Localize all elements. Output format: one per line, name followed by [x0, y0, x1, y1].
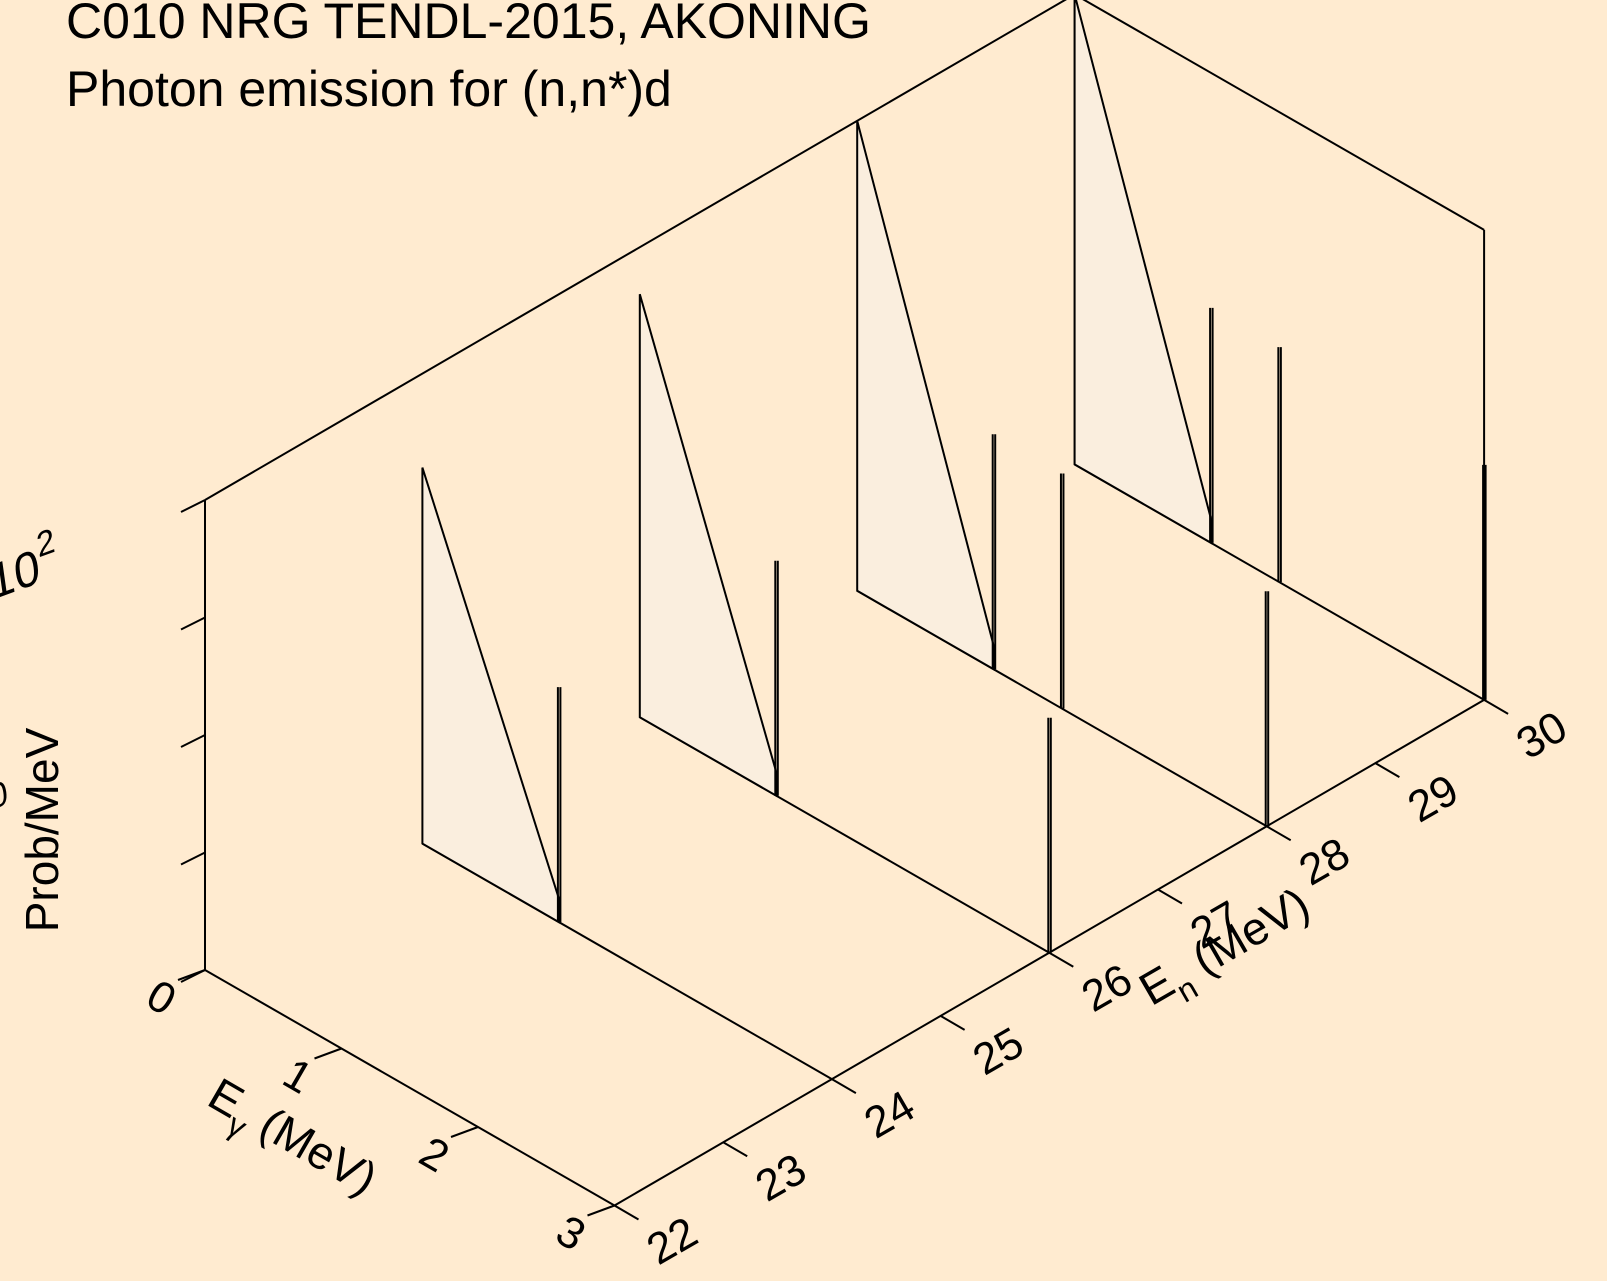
slice-en-30 — [1073, 0, 1487, 701]
axis-title-unit: (MeV) — [1172, 877, 1318, 991]
x-tick-label: 3 — [548, 1206, 594, 1261]
z-tick — [180, 734, 206, 748]
z-tick-label: 100 — [0, 773, 14, 863]
slice-en-24 — [421, 467, 833, 1080]
continuum-spectrum — [856, 120, 995, 672]
x-tick — [587, 1204, 615, 1217]
spectrum-slices — [421, 0, 1487, 1080]
axis-title-unit: (MeV) — [240, 1091, 386, 1205]
z-tick — [180, 969, 206, 983]
y-tick — [1157, 888, 1183, 905]
x-tick-label: 0 — [138, 970, 184, 1025]
y-tick — [1483, 699, 1509, 715]
z-tick — [180, 499, 206, 513]
z-tick-exponent: 0 — [0, 773, 10, 818]
box-edge-top-back — [1082, 0, 1485, 231]
box-edge-top-left — [204, 0, 1067, 501]
y-tick — [722, 1141, 748, 1158]
y-tick-label: 29 — [1400, 765, 1467, 832]
y-tick — [831, 1078, 857, 1094]
slice-en-26 — [638, 293, 1052, 954]
x-tick-label: 2 — [411, 1127, 457, 1182]
y-tick-label: 30 — [1508, 702, 1575, 769]
axis-labels: Eγ (MeV)En (MeV)Prob/MeV — [16, 727, 1318, 1205]
y-tick — [1266, 825, 1292, 842]
y-tick-label: 22 — [639, 1208, 706, 1275]
y-tick-label: 24 — [856, 1081, 923, 1148]
y-tick-label: 26 — [1074, 955, 1141, 1022]
x-tick — [314, 1047, 342, 1060]
continuum-spectrum — [1073, 0, 1213, 545]
continuum-spectrum — [638, 293, 778, 798]
continuum-spectrum — [421, 467, 560, 924]
y-tick — [1374, 762, 1400, 778]
z-tick-label: 102 — [0, 521, 61, 611]
x-tick — [450, 1126, 479, 1138]
chart-subtitle: Photon emission for (n,n*)d — [66, 61, 672, 117]
y-tick-label: 25 — [965, 1018, 1032, 1085]
x-axis-line — [204, 969, 615, 1207]
y-tick — [613, 1204, 640, 1221]
z-minor-tick — [180, 851, 206, 866]
plot-box — [204, 0, 1486, 1207]
x-tick-label: 1 — [275, 1049, 321, 1104]
slice-en-28 — [856, 120, 1270, 828]
y-tick — [1048, 951, 1074, 968]
z-minor-tick — [180, 616, 206, 631]
z-axis-title: Prob/MeV — [16, 727, 68, 932]
y-tick-label: 28 — [1291, 828, 1358, 895]
y-tick-label: 23 — [748, 1144, 815, 1211]
chart-title: C010 NRG TENDL-2015, AKONING — [66, 0, 871, 49]
z-tick-exponent: 2 — [34, 521, 57, 566]
y-tick — [940, 1015, 966, 1031]
